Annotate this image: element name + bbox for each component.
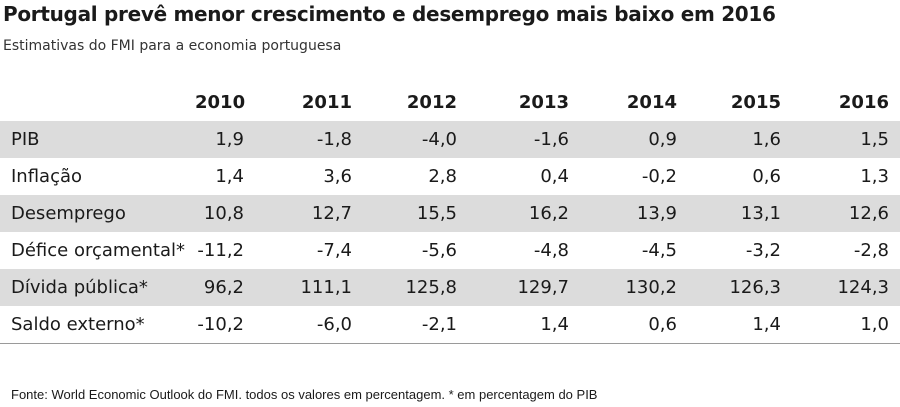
table-cell: 15,5 bbox=[363, 195, 468, 232]
table-cell: 1,4 bbox=[688, 306, 792, 344]
header-year: 2012 bbox=[406, 92, 457, 113]
table-cell: 3,6 bbox=[323, 166, 352, 187]
row-label: Desemprego bbox=[0, 195, 195, 232]
table-cell: 1,5 bbox=[792, 121, 900, 158]
table-cell: -2,1 bbox=[363, 306, 468, 344]
table-cell: -4,8 bbox=[533, 240, 569, 261]
table-row-saldo-externo: Saldo externo* -10,2 -6,0 -2,1 1,4 0,6 1… bbox=[0, 306, 900, 344]
header-year: 2016 bbox=[838, 92, 889, 113]
table-cell: -4,0 bbox=[363, 121, 468, 158]
table-cell: 12,7 bbox=[255, 195, 363, 232]
table-cell: 0,4 bbox=[540, 166, 569, 187]
table-cell: -5,6 bbox=[421, 240, 457, 261]
table-cell: 10,8 bbox=[195, 195, 255, 232]
table-cell: 2,8 bbox=[428, 166, 457, 187]
header-year: 2010 bbox=[195, 92, 246, 113]
header-year: 2015 bbox=[730, 92, 781, 113]
page-subtitle: Estimativas do FMI para a economia portu… bbox=[3, 38, 342, 54]
table-cell: 1,4 bbox=[468, 306, 580, 344]
table-cell: 1,0 bbox=[792, 306, 900, 344]
table-cell: 111,1 bbox=[255, 269, 363, 306]
row-label: PIB bbox=[0, 121, 195, 158]
table-cell: -10,2 bbox=[195, 306, 255, 344]
table-cell: 96,2 bbox=[195, 269, 255, 306]
table-cell: 1,4 bbox=[215, 166, 244, 187]
table-cell: 124,3 bbox=[792, 269, 900, 306]
table-cell: 13,1 bbox=[688, 195, 792, 232]
table-cell: 1,9 bbox=[195, 121, 255, 158]
row-label: Dívida pública* bbox=[0, 269, 195, 306]
table-cell: 0,9 bbox=[580, 121, 688, 158]
table-cell: 12,6 bbox=[792, 195, 900, 232]
header-year: 2013 bbox=[518, 92, 569, 113]
table-cell: -1,6 bbox=[468, 121, 580, 158]
table-cell: 1,3 bbox=[860, 166, 889, 187]
row-label: Saldo externo* bbox=[0, 306, 195, 344]
table-cell: -0,2 bbox=[641, 166, 677, 187]
table-cell: 125,8 bbox=[363, 269, 468, 306]
header-year: 2011 bbox=[301, 92, 352, 113]
table-cell: 126,3 bbox=[688, 269, 792, 306]
table-cell: -1,8 bbox=[255, 121, 363, 158]
table-cell: -6,0 bbox=[255, 306, 363, 344]
table-row-inflacao: Inflação 1,4 3,6 2,8 0,4 -0,2 0,6 1,3 bbox=[0, 158, 900, 195]
table-cell: -4,5 bbox=[641, 240, 677, 261]
row-label: Défice orçamental* bbox=[11, 240, 186, 261]
header-label-column bbox=[0, 84, 195, 121]
imf-estimates-table: 2010 2011 2012 2013 2014 2015 2016 PIB 1… bbox=[0, 84, 900, 344]
table-row-pib: PIB 1,9 -1,8 -4,0 -1,6 0,9 1,6 1,5 bbox=[0, 121, 900, 158]
source-note: Fonte: World Economic Outlook do FMI. to… bbox=[11, 387, 598, 402]
table-cell: -11,2 bbox=[197, 240, 244, 261]
table-row-desemprego: Desemprego 10,8 12,7 15,5 16,2 13,9 13,1… bbox=[0, 195, 900, 232]
table-cell: 1,6 bbox=[688, 121, 792, 158]
row-label: Inflação bbox=[11, 166, 83, 187]
table-cell: -7,4 bbox=[316, 240, 352, 261]
header-year: 2014 bbox=[626, 92, 677, 113]
page-title: Portugal prevê menor crescimento e desem… bbox=[3, 2, 776, 26]
table-cell: 16,2 bbox=[468, 195, 580, 232]
table-header-row: 2010 2011 2012 2013 2014 2015 2016 bbox=[0, 84, 900, 121]
table-row-divida-publica: Dívida pública* 96,2 111,1 125,8 129,7 1… bbox=[0, 269, 900, 306]
table-cell: 13,9 bbox=[580, 195, 688, 232]
table-cell: 0,6 bbox=[752, 166, 781, 187]
table-row-defice-orcamental: Défice orçamental* -11,2 -7,4 -5,6 -4,8 … bbox=[0, 232, 900, 269]
table-cell: 129,7 bbox=[468, 269, 580, 306]
table-cell: -2,8 bbox=[853, 240, 889, 261]
table-cell: -3,2 bbox=[745, 240, 781, 261]
table-cell: 0,6 bbox=[580, 306, 688, 344]
table-cell: 130,2 bbox=[580, 269, 688, 306]
